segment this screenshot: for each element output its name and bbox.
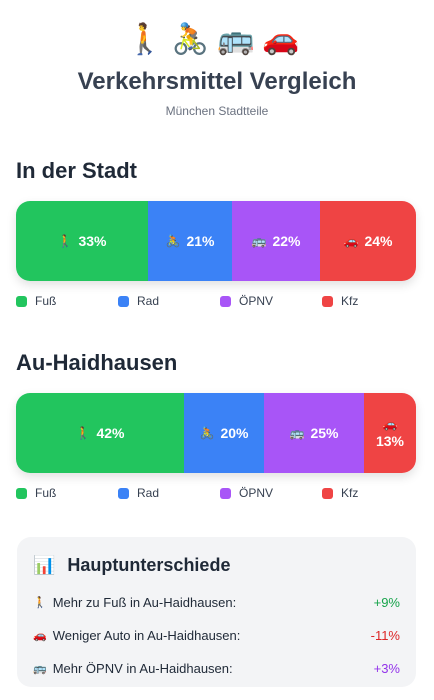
bar-segment-value: 21%: [186, 233, 215, 249]
difference-text: Weniger Auto in Au-Haidhausen:: [52, 628, 241, 643]
walking-person-icon: 🚶: [57, 234, 73, 248]
difference-label: 🚶 Mehr zu Fuß in Au-Haidhausen:: [33, 595, 236, 610]
legend-item-fuss: Fuß: [16, 486, 56, 500]
legend-item-fuss: Fuß: [16, 294, 56, 308]
legend-item-oepnv: ÖPNV: [220, 294, 273, 308]
bar-chart-icon: 📊: [33, 555, 56, 576]
bicycle-icon: 🚴: [165, 234, 181, 248]
legend-swatch: [16, 487, 27, 499]
modal-split-bar-au: 🚶 42% 🚴 20% 🚌 25% 🚗 13%: [16, 393, 416, 473]
legend-swatch: [322, 487, 333, 499]
legend-swatch: [118, 487, 129, 499]
section-title-au: Au-Haidhausen: [16, 350, 178, 375]
page-title: Verkehrsmittel Vergleich: [77, 68, 357, 95]
bus-icon: 🚌: [251, 234, 267, 248]
difference-label: 🚌 Mehr ÖPNV in Au-Haidhausen:: [33, 661, 233, 676]
differences-card-title: Hauptunterschiede: [67, 555, 231, 575]
difference-text: Mehr ÖPNV in Au-Haidhausen:: [52, 661, 233, 676]
car-icon: 🚗: [33, 629, 47, 642]
difference-value: +3%: [373, 661, 400, 676]
walking-person-icon: 🚶: [75, 426, 91, 440]
legend-au: Fuß Rad ÖPNV Kfz: [16, 486, 416, 504]
legend-label: Kfz: [341, 294, 359, 308]
legend-label: ÖPNV: [239, 486, 274, 500]
walking-person-icon: 🚶: [33, 596, 47, 609]
differences-list: 🚶 Mehr zu Fuß in Au-Haidhausen: +9% 🚗 Wenige…: [33, 594, 400, 677]
difference-text: Mehr zu Fuß in Au-Haidhausen:: [52, 595, 237, 610]
legend-label: Kfz: [341, 486, 359, 500]
bar-segment-value: 22%: [272, 233, 301, 249]
section-title-stadt: In der Stadt: [16, 158, 138, 183]
bus-icon: 🚌: [33, 662, 47, 675]
legend-swatch: [220, 487, 231, 499]
differences-card-header: 📊 Hauptunterschiede: [33, 555, 400, 576]
difference-row: 🚶 Mehr zu Fuß in Au-Haidhausen: +9%: [33, 594, 400, 611]
bar-segment-fuss: 🚶 33%: [16, 201, 148, 281]
legend-item-rad: Rad: [118, 486, 159, 500]
bar-segment-oepnv: 🚌 25%: [264, 393, 364, 473]
legend-label: Rad: [137, 294, 160, 308]
difference-value: +9%: [373, 595, 400, 610]
bar-segment-value: 25%: [310, 425, 339, 441]
transport-icons: 🚶🚴🚌🚗: [126, 22, 308, 57]
difference-row: 🚗 Weniger Auto in Au-Haidhausen: -11%: [33, 627, 400, 644]
page-header: 🚶🚴🚌🚗 Verkehrsmittel Vergleich München St…: [0, 0, 434, 118]
legend-swatch: [16, 295, 27, 307]
page-subtitle: München Stadtteile: [165, 104, 269, 118]
bar-segment-value: 33%: [78, 233, 107, 249]
legend-label: Fuß: [35, 294, 57, 308]
legend-item-kfz: Kfz: [322, 294, 358, 308]
car-icon: 🚗: [382, 417, 398, 431]
legend-label: Fuß: [35, 486, 57, 500]
differences-card: 📊 Hauptunterschiede 🚶 Mehr zu Fuß in Au-H…: [17, 537, 416, 687]
legend-stadt: Fuß Rad ÖPNV Kfz: [16, 294, 416, 312]
difference-row: 🚌 Mehr ÖPNV in Au-Haidhausen: +3%: [33, 660, 400, 677]
legend-swatch: [220, 295, 231, 307]
modal-split-bar-stadt: 🚶 33% 🚴 21% 🚌 22% 🚗 24%: [16, 201, 416, 281]
legend-swatch: [322, 295, 333, 307]
bar-segment-kfz: 🚗 24%: [320, 201, 416, 281]
bus-icon: 🚌: [289, 426, 305, 440]
bar-segment-value: 20%: [220, 425, 249, 441]
difference-label: 🚗 Weniger Auto in Au-Haidhausen:: [33, 628, 240, 643]
legend-item-kfz: Kfz: [322, 486, 358, 500]
car-icon: 🚗: [343, 234, 359, 248]
bar-segment-fuss: 🚶 42%: [16, 393, 184, 473]
bar-segment-kfz: 🚗 13%: [364, 393, 416, 473]
bar-segment-rad: 🚴 21%: [148, 201, 232, 281]
bar-segment-rad: 🚴 20%: [184, 393, 264, 473]
bicycle-icon: 🚴: [199, 426, 215, 440]
bar-segment-value: 42%: [96, 425, 125, 441]
legend-swatch: [118, 295, 129, 307]
bar-segment-value: 13%: [375, 433, 405, 449]
bar-segment-value: 24%: [364, 233, 393, 249]
legend-label: Rad: [137, 486, 160, 500]
legend-label: ÖPNV: [239, 294, 274, 308]
legend-item-oepnv: ÖPNV: [220, 486, 273, 500]
difference-value: -11%: [370, 628, 400, 643]
legend-item-rad: Rad: [118, 294, 159, 308]
bar-segment-oepnv: 🚌 22%: [232, 201, 320, 281]
